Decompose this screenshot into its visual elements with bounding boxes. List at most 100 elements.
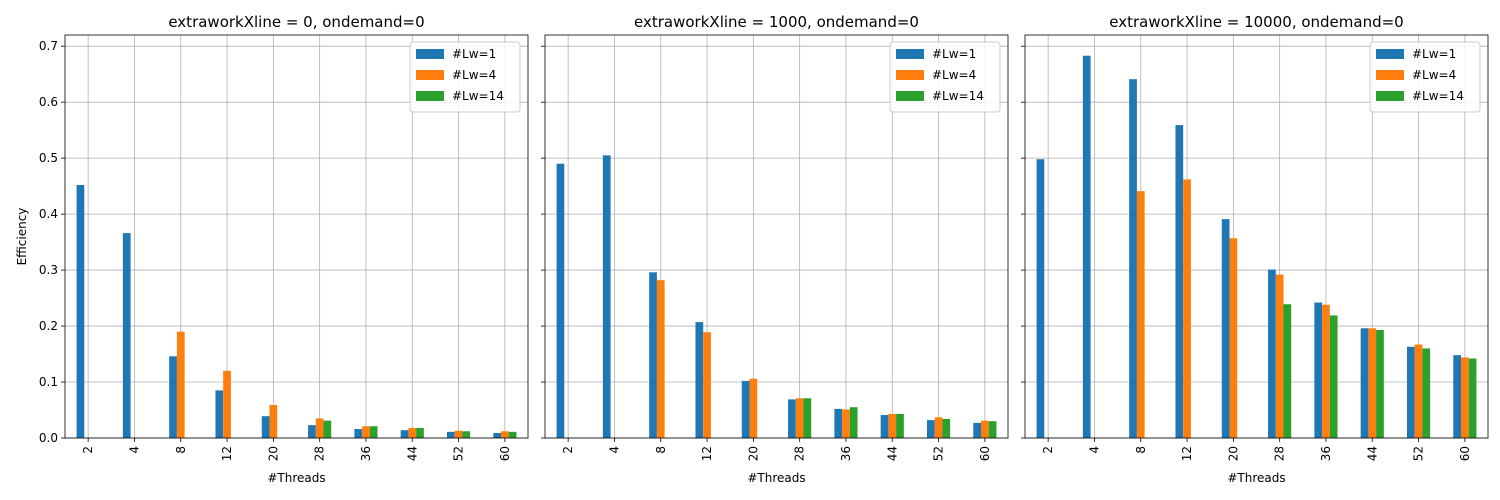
bar [988,421,997,438]
panel-title: extraworkXline = 1000, ondemand=0 [634,13,919,31]
x-tick-label: 52 [1412,446,1426,461]
bar [408,427,417,438]
bar [1406,346,1415,438]
x-tick-label: 28 [1273,446,1287,461]
legend-label: #Lw=14 [1412,89,1464,103]
legend-swatch [416,70,444,80]
bar [1229,238,1238,438]
x-tick-label: 44 [1365,446,1379,461]
x-axis-label: #Threads [747,471,805,485]
bar [416,427,424,438]
bar [315,418,324,438]
bar [493,432,501,438]
bar [656,280,665,438]
legend: #Lw=1 #Lw=4 #Lw=14 [889,41,1001,113]
bar [354,429,363,438]
bar [1036,159,1045,438]
legend-label: #Lw=14 [452,89,504,103]
y-tick-label: 0.5 [39,151,58,165]
y-tick-label: 0.0 [39,431,58,445]
bar [1283,304,1292,438]
bar [795,398,804,438]
legend-swatch [1376,49,1404,59]
bar [1360,328,1369,438]
x-tick-label: 36 [359,446,373,461]
bar [1136,191,1145,438]
panel-title: extraworkXline = 0, ondemand=0 [168,13,424,31]
bar [369,426,378,438]
bar [703,332,711,438]
legend-swatch [896,91,924,101]
x-tick-label: 8 [174,446,188,454]
x-tick-label: 44 [405,446,419,461]
bar [223,370,231,438]
bar [741,380,750,438]
bar [602,155,611,438]
y-tick-label: 0.1 [39,375,58,389]
y-tick-label: 0.7 [39,39,58,53]
x-tick-label: 12 [1180,446,1194,461]
bar [926,420,935,438]
x-tick-label: 2 [81,446,95,454]
bar [849,407,858,438]
y-axis-label: Efficiency [15,208,29,266]
bar [1183,179,1191,439]
x-axis-label: #Threads [267,471,325,485]
bar [176,331,185,438]
bar [169,356,177,438]
bar [695,322,704,438]
bar [76,185,85,438]
bar [1453,355,1461,438]
bar [1314,302,1323,438]
x-tick-label: 12 [220,446,234,461]
bar [896,413,904,438]
bar [500,431,509,438]
x-tick-label: 20 [746,446,760,461]
y-tick-label: 0.3 [39,263,58,277]
bar [323,420,332,438]
legend-label: #Lw=1 [1412,47,1456,61]
bar [454,430,463,438]
bar [122,233,131,438]
x-tick-label: 20 [266,446,280,461]
x-tick-label: 8 [1134,446,1148,454]
bar [269,404,278,438]
bar [1460,357,1469,438]
bar [1221,219,1230,438]
x-tick-label: 4 [607,446,621,454]
bar [508,431,517,438]
bar [362,426,370,438]
bar [1322,304,1330,438]
legend-swatch [896,49,924,59]
x-tick-label: 60 [978,446,992,461]
x-tick-label: 60 [498,446,512,461]
bar [973,422,981,438]
plot-frame [64,34,529,439]
x-tick-label: 44 [885,446,899,461]
bar [1376,329,1384,438]
x-tick-label: 2 [561,446,575,454]
bar [1275,274,1284,438]
plot-frame [544,34,1009,439]
x-tick-label: 8 [654,446,668,454]
x-tick-label: 20 [1226,446,1240,461]
legend-label: #Lw=1 [452,47,496,61]
legend-label: #Lw=1 [932,47,976,61]
legend: #Lw=1 #Lw=4 #Lw=14 [1369,41,1481,113]
legend-swatch [416,49,444,59]
bar [446,431,455,438]
bar [1422,348,1431,438]
bar [934,417,943,438]
x-tick-label: 28 [793,446,807,461]
bar [556,163,565,438]
bar [888,413,897,438]
legend-label: #Lw=4 [1412,68,1456,82]
bar [980,420,989,438]
bar [1129,79,1137,439]
panel-title: extraworkXline = 10000, ondemand=0 [1109,13,1403,31]
bar [834,408,843,438]
legend: #Lw=1 #Lw=4 #Lw=14 [409,41,521,113]
x-tick-label: 52 [452,446,466,461]
bar [749,378,758,438]
